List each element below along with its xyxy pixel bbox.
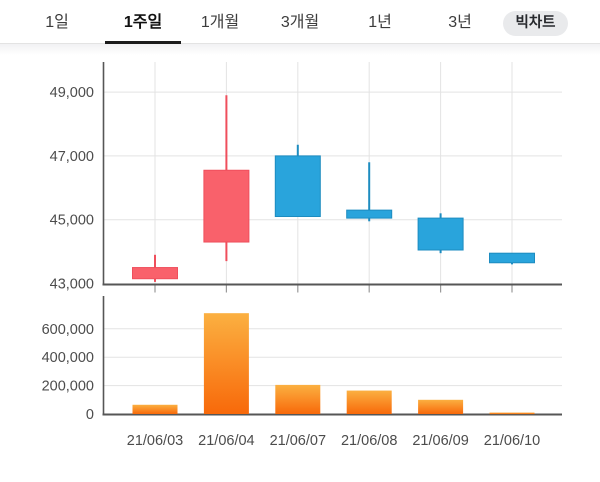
candle-body	[346, 209, 393, 219]
tabbar-divider	[0, 43, 600, 44]
volume-bar	[418, 399, 464, 414]
volume-bar	[132, 404, 178, 414]
volume-axis-label: 0	[86, 407, 94, 423]
candle-body	[489, 252, 535, 264]
date-label: 21/06/03	[127, 433, 183, 449]
tabbar-shadow	[0, 44, 600, 55]
price-axis-label: 43,000	[50, 277, 94, 293]
volume-bar	[203, 313, 249, 414]
period-tabbar: 1일 1주일 1개월 3개월 1년 3년 빅차트	[0, 0, 600, 44]
tab-3-months-label: 3개월	[280, 14, 320, 31]
tab-1-year-label: 1년	[368, 14, 392, 31]
candle-body	[274, 155, 321, 218]
candle-body	[203, 169, 250, 243]
tab-3-months[interactable]: 3개월	[260, 0, 340, 44]
active-tab-underline	[105, 41, 181, 44]
candle-body	[132, 267, 178, 280]
tab-1-month[interactable]: 1개월	[180, 0, 260, 44]
date-label: 21/06/04	[198, 433, 254, 449]
tab-1-day-label: 1일	[45, 14, 69, 31]
price-axis-label: 45,000	[50, 213, 94, 229]
price-axis-label: 49,000	[50, 85, 94, 101]
price-axis-label: 47,000	[50, 149, 94, 165]
date-label: 21/06/09	[412, 433, 468, 449]
volume-axis-label: 600,000	[42, 322, 94, 338]
candle-body	[417, 217, 464, 251]
tab-3-years[interactable]: 3년	[420, 0, 500, 44]
volume-bar	[489, 412, 535, 415]
date-label: 21/06/08	[341, 433, 397, 449]
volume-bar	[346, 390, 392, 414]
tab-1-year[interactable]: 1년	[340, 0, 420, 44]
volume-axis-label: 400,000	[42, 350, 94, 366]
tab-3-years-label: 3년	[448, 14, 472, 31]
volume-bar	[275, 384, 321, 414]
tab-1-day[interactable]: 1일	[17, 0, 97, 44]
date-label: 21/06/10	[484, 433, 540, 449]
volume-axis-label: 200,000	[42, 379, 94, 395]
date-label: 21/06/07	[270, 433, 326, 449]
big-chart-button[interactable]: 빅차트	[503, 11, 568, 36]
tab-1-month-label: 1개월	[200, 14, 240, 31]
tab-1-week[interactable]: 1주일	[103, 0, 183, 44]
tab-1-week-label: 1주일	[123, 14, 163, 31]
